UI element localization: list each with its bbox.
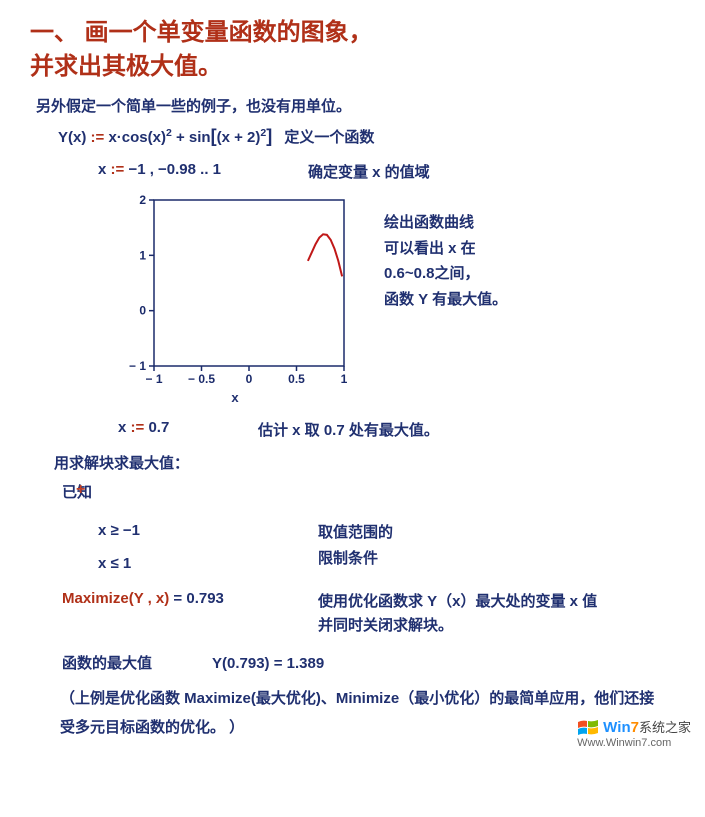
svg-text:1: 1 xyxy=(341,372,348,386)
constraint-2: x ≤ 1 xyxy=(98,547,318,580)
wm-txt: 系统之家 xyxy=(639,720,691,736)
plot-container: − 1 0 1 2 − 1 − 0.5 0 0.5 1 x xyxy=(120,192,350,405)
svg-text:− 0.5: − 0.5 xyxy=(188,372,215,386)
maximize-row: Maximize(Y , x) = 0.793 使用优化函数求 Y（x）最大处的… xyxy=(30,590,675,638)
title-line-1: 一、 画一个单变量函数的图象， xyxy=(30,19,373,46)
maximize-note-1: 使用优化函数求 Y（x）最大处的变量 x 值 xyxy=(318,590,597,614)
given-block: + 已知 xyxy=(62,481,675,502)
svg-text:2: 2 xyxy=(139,193,146,207)
est-assign: := xyxy=(126,419,148,436)
range-row: x := −1 , −0.98 .. 1 确定变量 x 的值域 xyxy=(30,161,675,182)
svg-text:1: 1 xyxy=(139,249,146,263)
wm-7: 7 xyxy=(631,719,639,737)
svg-text:0: 0 xyxy=(246,372,253,386)
estimate-expr: x := 0.7 xyxy=(118,419,258,440)
bracket-close: ] xyxy=(266,126,272,146)
watermark: Win7系统之家 Www.Winwin7.com xyxy=(577,719,691,750)
maximize-eq: = 0.793 xyxy=(169,590,224,607)
def-inner: (x + 2) xyxy=(217,129,261,146)
plot-note-1: 绘出函数曲线 xyxy=(384,210,507,236)
plot-row: − 1 0 1 2 − 1 − 0.5 0 0.5 1 x 绘出函数曲线 可以看出 x 在 0.… xyxy=(30,192,675,405)
range-expr: x := −1 , −0.98 .. 1 xyxy=(98,161,308,182)
constraints-right: 取值范围的 限制条件 xyxy=(318,520,393,580)
svg-text:0.5: 0.5 xyxy=(288,372,305,386)
plot-note-4: 函数 Y 有最大值。 xyxy=(384,287,507,313)
intro-text: 另外假定一个简单一些的例子，也没有用单位。 xyxy=(36,95,675,116)
maximize-call: Maximize(Y , x) xyxy=(62,590,169,607)
function-value-row: 函数的最大值 Y(0.793) = 1.389 xyxy=(62,652,675,673)
assign-op: := xyxy=(86,129,108,146)
function-plot: − 1 0 1 2 − 1 − 0.5 0 0.5 1 xyxy=(120,192,350,388)
wm-in: in xyxy=(617,719,630,737)
estimate-row: x := 0.7 估计 x 取 0.7 处有最大值。 xyxy=(30,419,675,440)
solve-intro: 用求解块求最大值： xyxy=(54,452,675,473)
fval-expr: Y(0.793) = 1.389 xyxy=(212,655,324,672)
title-line-2: 并求出其极大值。 xyxy=(30,53,222,80)
maximize-notes: 使用优化函数求 Y（x）最大处的变量 x 值 并同时关闭求解块。 xyxy=(318,590,597,638)
def-plus: + sin xyxy=(172,129,211,146)
fval-label: 函数的最大值 xyxy=(62,655,152,672)
plot-notes: 绘出函数曲线 可以看出 x 在 0.6~0.8之间， 函数 Y 有最大值。 xyxy=(384,210,507,405)
plus-marker: + xyxy=(76,481,85,499)
maximize-expr: Maximize(Y , x) = 0.793 xyxy=(62,590,318,638)
def-rhs-a: x·cos(x) xyxy=(108,129,166,146)
svg-text:0: 0 xyxy=(139,304,146,318)
maximize-note-2: 并同时关闭求解块。 xyxy=(318,614,597,638)
function-definition: Y(x) := x·cos(x)2 + sin[(x + 2)2] 定义一个函数 xyxy=(58,126,675,147)
svg-text:− 1: − 1 xyxy=(145,372,162,386)
plot-note-3: 0.6~0.8之间， xyxy=(384,261,507,287)
def-lhs: Y(x) xyxy=(58,129,86,146)
est-val: 0.7 xyxy=(148,419,169,436)
def-label: 定义一个函数 xyxy=(280,129,374,146)
constraints-left: x ≥ −1 x ≤ 1 xyxy=(98,514,318,580)
document-page: 一、 画一个单变量函数的图象， 并求出其极大值。 另外假定一个简单一些的例子，也… xyxy=(0,0,705,758)
wm-W: W xyxy=(603,719,617,737)
plot-note-2: 可以看出 x 在 xyxy=(384,236,507,262)
constraints-row: x ≥ −1 x ≤ 1 取值范围的 限制条件 xyxy=(30,514,675,580)
footnote: （上例是优化函数 Maximize(最大优化)、Minimize（最小优化）的最… xyxy=(60,685,657,742)
estimate-label: 估计 x 取 0.7 处有最大值。 xyxy=(258,419,439,440)
constraints-note-2: 限制条件 xyxy=(318,546,393,572)
svg-text:− 1: − 1 xyxy=(129,359,146,373)
range-label: 确定变量 x 的值域 xyxy=(308,161,430,182)
range-val: −1 , −0.98 .. 1 xyxy=(128,161,221,178)
constraint-1: x ≥ −1 xyxy=(98,514,318,547)
wm-url: Www.Winwin7.com xyxy=(577,737,691,750)
constraints-note-1: 取值范围的 xyxy=(318,520,393,546)
section-title: 一、 画一个单变量函数的图象， 并求出其极大值。 xyxy=(30,16,675,83)
windows-logo-icon xyxy=(577,719,599,737)
x-axis-label: x xyxy=(120,390,350,405)
range-assign: := xyxy=(106,161,128,178)
